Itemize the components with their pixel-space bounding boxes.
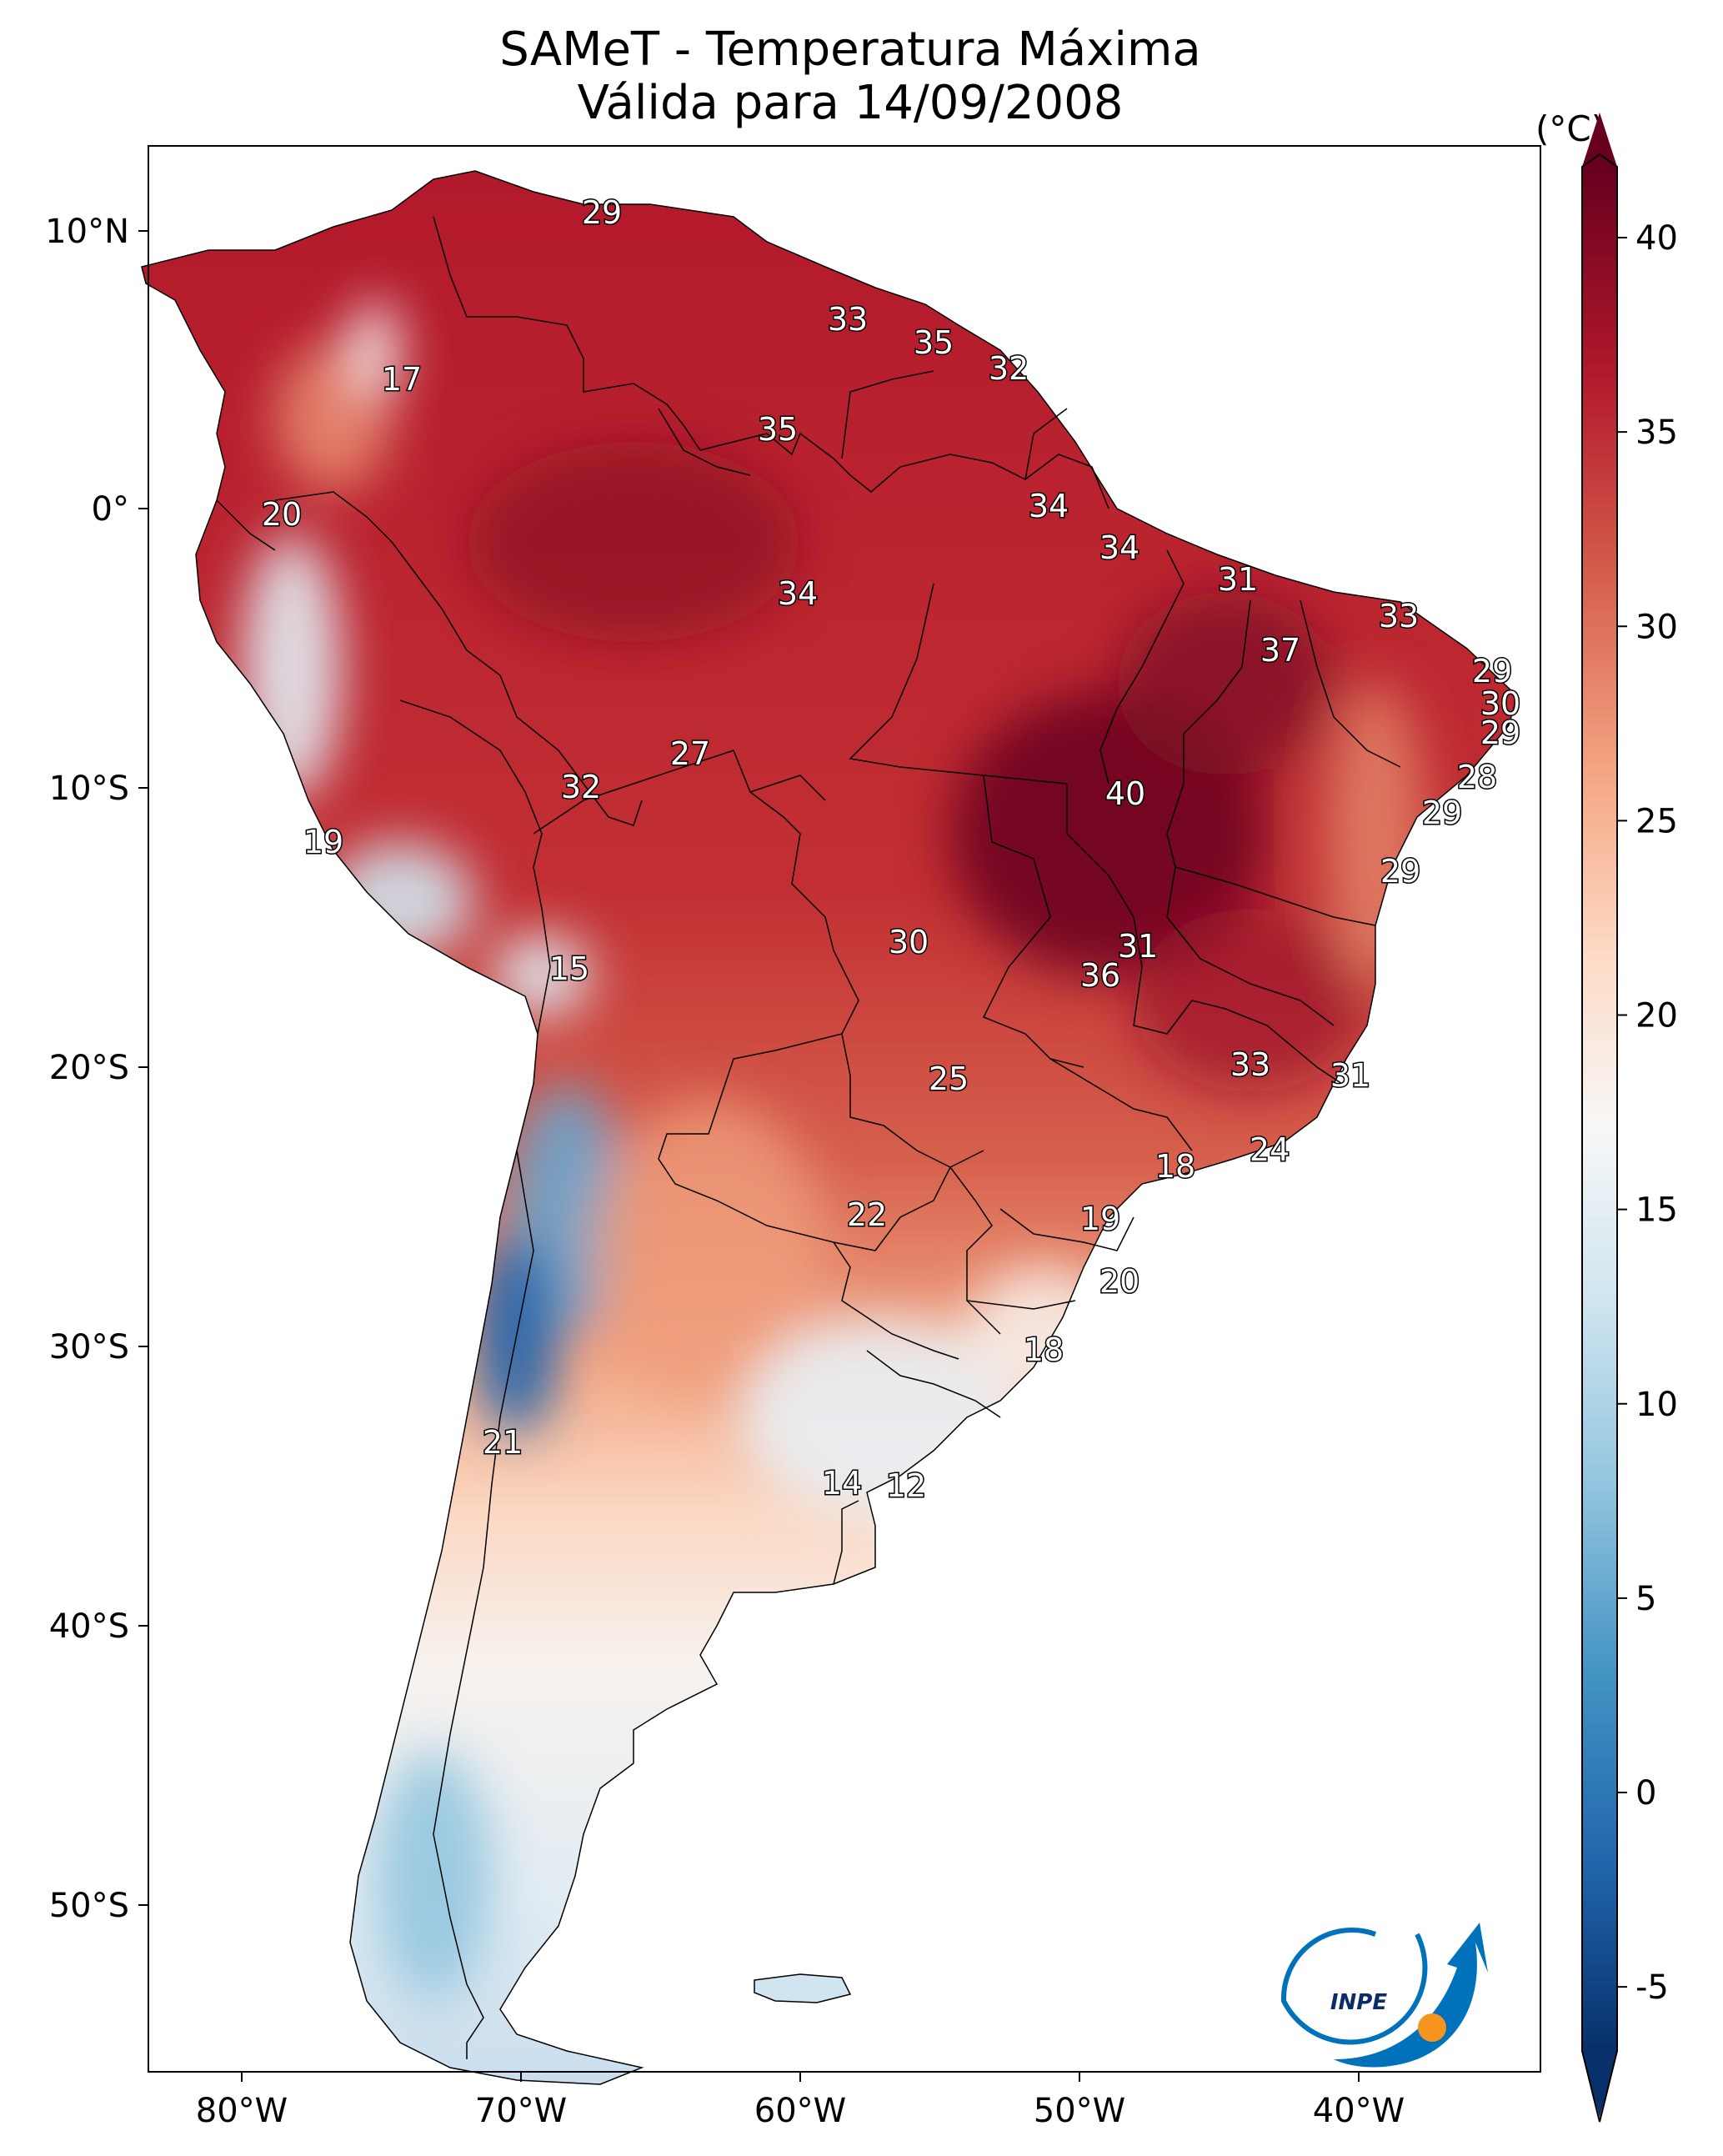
map-value-label: 30 <box>1480 685 1520 722</box>
lat-label: 40°S <box>49 1607 129 1646</box>
map-value-label: 32 <box>561 769 601 805</box>
map-value-label: 29 <box>1380 853 1420 890</box>
colorbar-tick-label: 30 <box>1635 608 1678 646</box>
map-value-label: 37 <box>1260 632 1300 669</box>
colorbar-ticks: 40 35 30 25 20 15 10 5 0 -5 <box>1617 219 1678 2007</box>
map-value-label: 18 <box>1155 1148 1195 1185</box>
lat-label: 50°S <box>49 1887 129 1925</box>
lat-label: 0° <box>92 490 129 529</box>
inpe-logo: INPE <box>1280 1923 1488 2068</box>
map-frame <box>148 145 1541 2073</box>
map-value-label: 15 <box>549 950 589 987</box>
lon-label: 40°W <box>1313 2092 1405 2130</box>
map-value-label: 27 <box>670 735 710 772</box>
lat-label: 20°S <box>49 1049 129 1087</box>
map-value-label: 12 <box>886 1467 926 1504</box>
title-line-2: Válida para 14/09/2008 <box>577 76 1124 130</box>
map-value-label: 24 <box>1250 1131 1290 1168</box>
colorbar-tick-label: 20 <box>1635 997 1678 1035</box>
map-value-label: 29 <box>1472 653 1512 689</box>
lon-ticks <box>241 2072 1360 2082</box>
coastline <box>141 170 1518 2085</box>
colorbar-gradient <box>1582 167 1617 2051</box>
colorbar-tick-label: 5 <box>1635 1580 1656 1618</box>
map-value-labels: 29 17 33 35 32 35 20 34 34 34 31 33 37 2… <box>260 193 1521 1506</box>
map-value-label: 34 <box>778 575 818 612</box>
lon-label: 60°W <box>754 2092 846 2130</box>
map-value-label: 29 <box>1422 795 1462 831</box>
map-value-label: 18 <box>1024 1331 1064 1368</box>
colorbar-tick-label: 40 <box>1635 219 1678 258</box>
map-value-label: 33 <box>828 301 868 338</box>
map-value-label: 29 <box>582 194 622 231</box>
lon-label: 50°W <box>1034 2092 1125 2130</box>
map-value-label: 19 <box>303 824 343 860</box>
map-value-label: 29 <box>1480 714 1520 751</box>
map-value-label: 30 <box>889 924 929 960</box>
logo-text: INPE <box>1330 1990 1387 2015</box>
lon-labels: 80°W 70°W 60°W 50°W 40°W <box>196 2092 1405 2130</box>
lat-label: 10°N <box>45 213 129 251</box>
colorbar: 40 35 30 25 20 15 10 5 0 -5 <box>1581 113 1678 2123</box>
colorbar-max-extension <box>1582 113 1617 167</box>
lon-label: 80°W <box>196 2092 288 2130</box>
map-value-label: 31 <box>1118 928 1158 965</box>
lat-ticks <box>138 230 148 1906</box>
map-value-label: 32 <box>989 350 1029 387</box>
map-value-label: 20 <box>1099 1263 1139 1300</box>
map-value-label: 35 <box>914 324 954 361</box>
map-value-label: 17 <box>382 361 422 398</box>
map-value-label: 34 <box>1029 488 1069 524</box>
lon-label: 70°W <box>475 2092 567 2130</box>
colorbar-tick-label: 0 <box>1635 1774 1656 1813</box>
map-value-label: 33 <box>1379 598 1419 634</box>
map-value-label: 22 <box>847 1196 887 1233</box>
map-value-label: 35 <box>758 411 798 448</box>
map-value-label: 28 <box>1457 759 1497 795</box>
map-value-label: 31 <box>1330 1057 1370 1094</box>
falkland-islands <box>754 1973 852 2003</box>
colorbar-tick-label: 15 <box>1635 1191 1678 1230</box>
colorbar-tick-label: 35 <box>1635 414 1678 452</box>
colorbar-min-extension <box>1582 2051 1617 2118</box>
lat-label: 30°S <box>49 1328 129 1366</box>
map-value-label: 20 <box>262 496 302 533</box>
country-borders <box>216 216 1401 2059</box>
map-value-label: 14 <box>822 1465 862 1502</box>
map-value-label: 19 <box>1080 1201 1120 1237</box>
colorbar-tick-label: -5 <box>1635 1968 1669 2007</box>
map-value-label: 34 <box>1099 529 1139 566</box>
map-value-label: 31 <box>1218 561 1258 598</box>
title-line-1: SAMeT - Temperatura Máxima <box>499 23 1201 77</box>
lat-label: 10°S <box>49 770 129 808</box>
map-value-label: 40 <box>1105 775 1145 812</box>
colorbar-tick-label: 25 <box>1635 802 1678 840</box>
map-value-label: 25 <box>929 1060 969 1097</box>
map-value-label: 33 <box>1230 1046 1270 1083</box>
map-value-label: 36 <box>1080 957 1120 994</box>
colorbar-tick-label: 10 <box>1635 1386 1678 1424</box>
lat-labels: 10°N 0° 10°S 20°S 30°S 40°S 50°S <box>45 213 129 1925</box>
map-value-label: 21 <box>483 1424 523 1461</box>
